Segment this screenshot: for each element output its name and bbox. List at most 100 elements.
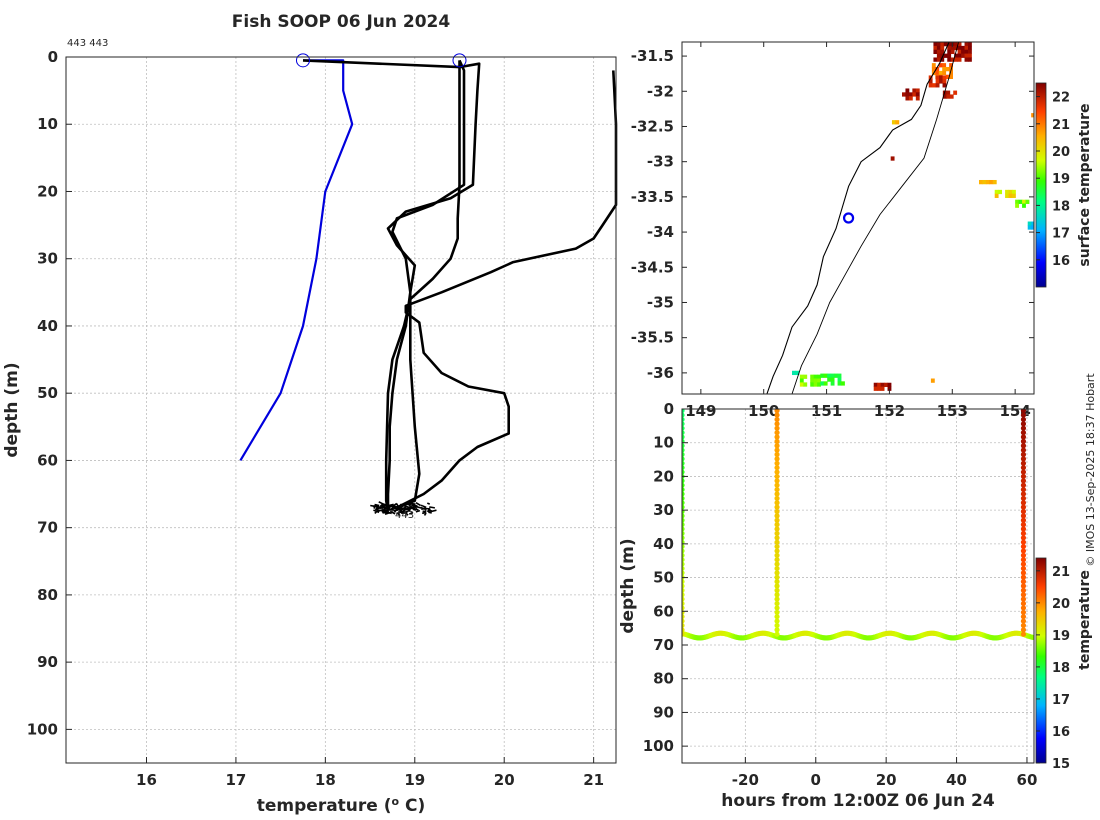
sst-cell [884,382,888,388]
ts-point [682,451,685,458]
ts-point [682,434,685,440]
ts-point [682,592,685,598]
ts-point [682,543,685,550]
ts-y-tick-label: 20 [653,467,674,485]
bottom-sample [391,503,396,508]
bottom-sample [381,510,385,514]
sst-cell [887,386,892,391]
ts-point [682,605,685,611]
sst-cell [947,57,952,62]
sst-cell [932,83,937,88]
ts-point [774,495,780,501]
map-ticks: -31.5 -32 -32.5 -33 -33.5 -34 -34.5 -35 -35.5 -36… [631,42,1034,420]
bottom-sample [380,505,385,510]
sst-cell [1012,189,1016,195]
temp-colorbar-tick-label: 17 [1052,693,1070,708]
sst-cell [935,79,940,84]
sst-cell [1008,189,1013,195]
profile-line-2 [386,59,466,508]
sst-cell [803,374,808,379]
ts-point [1020,570,1027,576]
sst-cell [940,42,945,47]
profile-line-3 [384,60,461,512]
sst-cell [957,49,962,55]
bottom-sample [413,505,418,508]
surface-marker [295,53,310,68]
profile-series [239,53,618,512]
ts-point [774,460,780,466]
ts-point [774,548,780,554]
ts-y-tick-label: 90 [653,703,674,721]
sst-cell [820,381,825,386]
sst-cell [992,179,997,185]
ts-point [1020,600,1027,607]
profile-grid [66,56,616,763]
ts-point [1020,530,1027,537]
bottom-sample [401,504,406,508]
sst-cell [938,63,943,68]
bottom-sample [410,502,416,506]
sst-cell [912,92,917,97]
ts-y-tick-label: 30 [653,501,674,519]
sst-cell [915,96,920,101]
bottom-sample [426,502,431,505]
shelf-edge-contour [791,42,960,394]
sst-cell [994,193,999,198]
ts-point [1020,592,1027,598]
map-y-tick-label: -33 [647,153,674,171]
map-y-tick-label: -36 [647,364,674,382]
ts-y-tick-label: 50 [653,569,674,587]
sst-cell [827,373,832,378]
ts-point [682,478,685,484]
ts-point [1020,552,1027,558]
ts-point [682,425,685,431]
profile-x-label: temperature (o C) [257,795,426,816]
bottom-sample [374,506,379,511]
sst-cell [954,45,959,51]
sst-colorbar-tick-label: 21 [1052,118,1070,133]
map-y-tick-label: -32.5 [631,117,674,135]
sst-cell [933,42,938,47]
sst-cell [940,53,945,58]
ts-point [1020,460,1027,466]
ts-point [774,491,780,497]
sst-cell [954,57,959,62]
sst-cell [799,382,804,387]
timeseries-points [682,409,1034,641]
sst-cell [1027,225,1032,230]
sst-cell [964,45,969,51]
ts-point [1020,473,1027,480]
ts-point [1020,622,1027,629]
ts-point [774,570,780,576]
ts-point [1020,618,1027,624]
sst-cell [928,83,933,88]
ts-point [1020,596,1027,602]
sst-colorbar-label: surface temperature [1077,103,1093,266]
bottom-sample [422,510,426,513]
bottom-sample [430,509,437,513]
sst-cell [968,45,972,51]
sst-cell [887,382,892,388]
coastline [766,42,950,394]
bottom-sample [421,507,424,511]
sst-cell [964,42,969,47]
map-y-tick-label: -31.5 [631,47,674,65]
ts-point [1020,500,1027,506]
sst-cell [982,179,987,185]
sst-cell [947,49,952,55]
ts-point [682,552,685,558]
ts-point [1020,543,1027,550]
sst-cell [933,45,938,51]
sst-cell [939,79,943,84]
profile-id-label: 443 443 [67,38,108,49]
sst-cell [935,75,940,80]
sst-cell [950,45,955,51]
ts-point [774,478,780,484]
sst-cell [942,75,947,80]
bottom-sample [405,512,409,516]
sst-cell [877,386,882,391]
ts-point [682,443,685,449]
ts-point [682,622,685,629]
ts-point [1020,425,1027,431]
map-x-tick-label: 150 [748,402,779,420]
